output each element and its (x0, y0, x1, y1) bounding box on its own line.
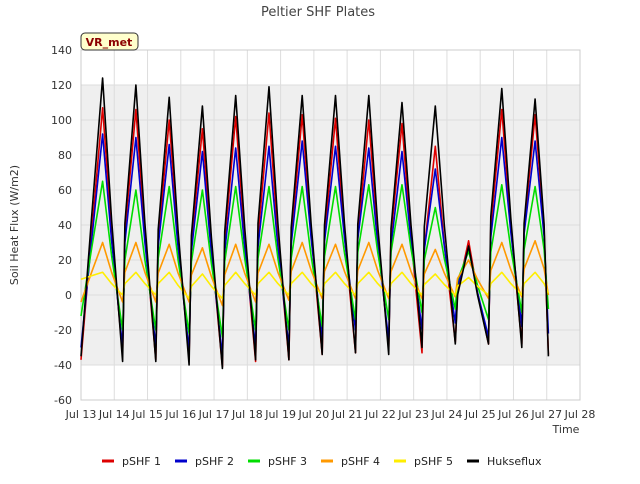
legend-label: pSHF 5 (414, 455, 453, 468)
x-tick-label: Jul 23 (397, 408, 429, 421)
y-tick-label: -20 (54, 324, 72, 337)
y-tick-label: 80 (58, 149, 72, 162)
legend: pSHF 1 pSHF 2 pSHF 3 pSHF 4 pSHF 5 Hukseflux (102, 455, 542, 468)
x-tick-label: Jul 24 (431, 408, 463, 421)
x-tick-label: Jul 21 (331, 408, 363, 421)
y-tick-label: 0 (65, 289, 72, 302)
series-line-pshf-4 (80, 240, 550, 307)
y-tick-label: 60 (58, 184, 72, 197)
series-lines (80, 77, 550, 370)
legend-label: pSHF 1 (122, 455, 161, 468)
plot-frame (80, 49, 581, 401)
site-label-box: VR_met (80, 32, 139, 51)
legend-label: pSHF 4 (341, 455, 380, 468)
site-label-background (80, 32, 139, 51)
legend-item: pSHF 3 (248, 455, 307, 468)
y-tick-label: -60 (54, 394, 72, 407)
y-axis-title: Soil Heat Flux (W/m2) (8, 165, 21, 285)
series-line-pshf-5 (80, 271, 550, 300)
chart-title: Peltier SHF Plates (261, 5, 375, 20)
x-tick-label: Jul 15 (131, 408, 163, 421)
x-tick-label: Jul 28 (564, 408, 596, 421)
y-tick-label: 100 (51, 114, 72, 127)
x-tick-label: Jul 26 (497, 408, 529, 421)
x-tick-label: Jul 25 (464, 408, 496, 421)
x-tick-label: Jul 19 (264, 408, 296, 421)
x-tick-label: Jul 18 (231, 408, 263, 421)
legend-item: Hukseflux (467, 455, 542, 468)
x-tick-label: Jul 20 (297, 408, 329, 421)
series-line-hukseflux (80, 77, 550, 370)
x-tick-label: Jul 22 (364, 408, 396, 421)
x-tick-label: Jul 16 (164, 408, 196, 421)
grid-lines (80, 49, 581, 401)
legend-item: pSHF 4 (321, 455, 380, 468)
x-tick-label: Jul 13 (65, 408, 97, 421)
y-tick-label: -40 (54, 359, 72, 372)
legend-label: pSHF 3 (268, 455, 307, 468)
legend-label: pSHF 2 (195, 455, 234, 468)
x-axis-title: Time (552, 423, 580, 436)
legend-item: pSHF 1 (102, 455, 161, 468)
legend-label: Hukseflux (487, 455, 542, 468)
x-tick-label: Jul 17 (198, 408, 230, 421)
legend-item: pSHF 2 (175, 455, 234, 468)
site-label: VR_met (86, 36, 133, 49)
y-tick-label: 120 (51, 79, 72, 92)
x-tick-label: Jul 27 (530, 408, 562, 421)
x-tick-label: Jul 14 (98, 408, 130, 421)
y-tick-label: 140 (51, 44, 72, 57)
legend-item: pSHF 5 (394, 455, 453, 468)
y-tick-label: 20 (58, 254, 72, 267)
y-tick-label: 40 (58, 219, 72, 232)
